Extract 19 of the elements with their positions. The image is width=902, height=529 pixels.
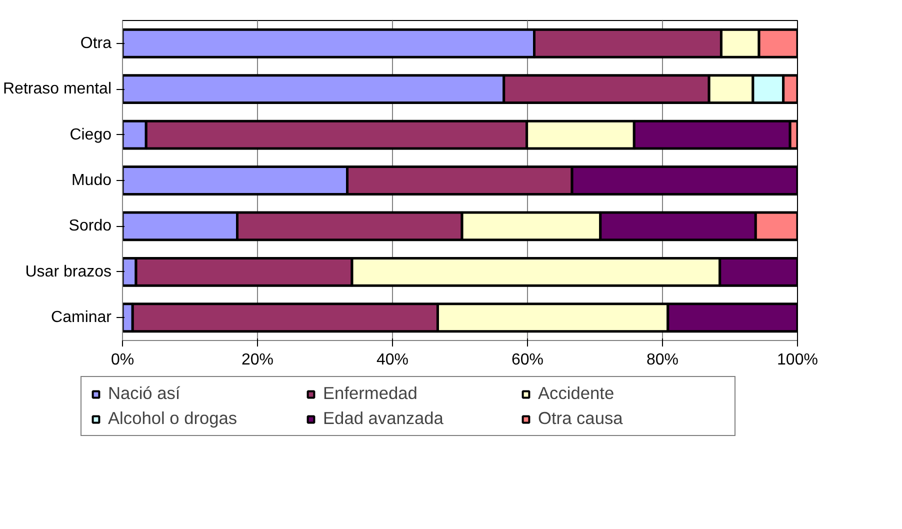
legend-label: Enfermedad (323, 383, 418, 404)
x-tick-label: 20% (241, 352, 274, 368)
legend-label: Edad avanzada (323, 408, 444, 429)
y-tick-label: Retraso mental (3, 80, 112, 98)
y-tick-label: Usar brazos (25, 263, 112, 280)
y-tick-label: Caminar (51, 309, 112, 326)
legend-label: Otra causa (538, 408, 624, 429)
y-tick-label: Mudo (71, 172, 112, 189)
y-tick-label: Sordo (68, 218, 112, 235)
x-tick-label: 80% (646, 352, 679, 368)
x-tick-label: 0% (110, 352, 134, 368)
legend-label: Alcohol o drogas (108, 408, 238, 429)
legend-label: Nació así (108, 383, 182, 404)
x-tick-label: 100% (777, 352, 818, 368)
y-tick-label: Ciego (70, 126, 112, 144)
x-tick-label: 60% (511, 352, 544, 368)
x-tick-label: 40% (376, 352, 409, 368)
legend-label: Accidente (538, 383, 616, 404)
y-tick-label: Otra (80, 34, 112, 52)
